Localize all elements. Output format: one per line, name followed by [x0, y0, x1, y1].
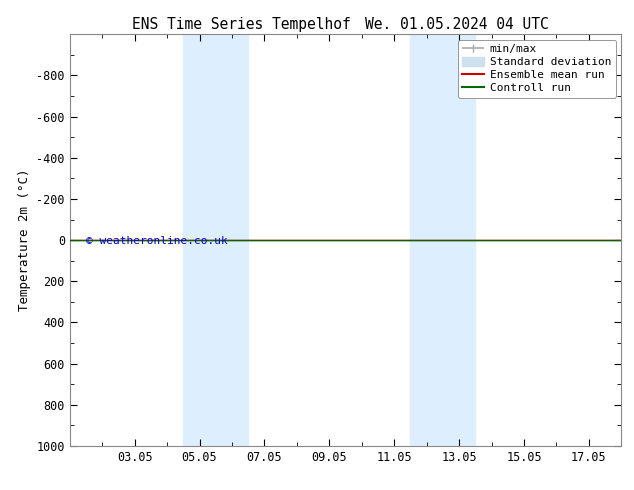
Legend: min/max, Standard deviation, Ensemble mean run, Controll run: min/max, Standard deviation, Ensemble me… [458, 40, 616, 98]
Text: © weatheronline.co.uk: © weatheronline.co.uk [86, 236, 228, 246]
Text: We. 01.05.2024 04 UTC: We. 01.05.2024 04 UTC [365, 17, 548, 32]
Y-axis label: Temperature 2m (°C): Temperature 2m (°C) [18, 169, 31, 311]
Bar [183, 34, 248, 446]
Text: ENS Time Series Tempelhof: ENS Time Series Tempelhof [131, 17, 351, 32]
Bar [410, 34, 476, 446]
